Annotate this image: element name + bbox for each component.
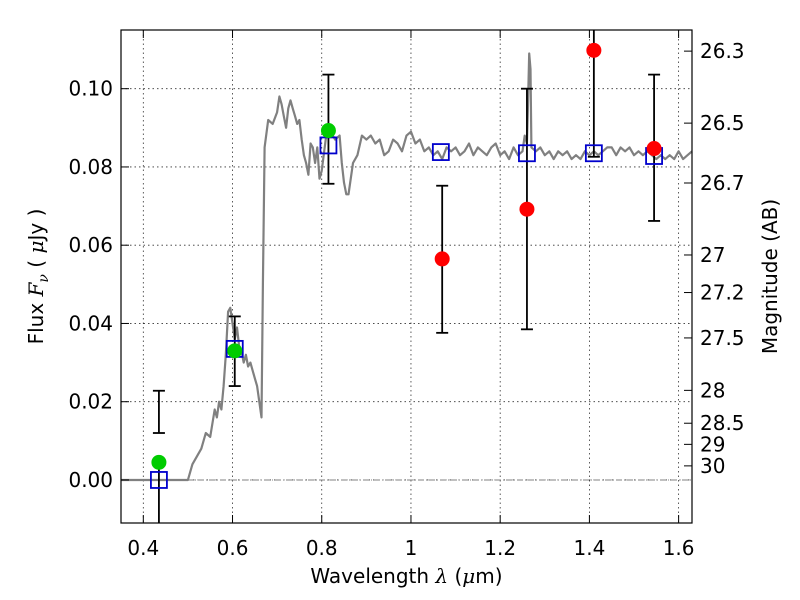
observation-point (227, 343, 243, 359)
model-box (584, 144, 603, 163)
y-tick-label: 0.04 (68, 311, 113, 335)
model-box (150, 471, 168, 489)
y-axis-label-part: Flux (24, 296, 48, 344)
x-axis-label-part: λ (434, 564, 448, 588)
y-axis-label-part: ν (36, 274, 52, 283)
y-axis-label-part: ( (24, 254, 48, 275)
x-tick-label: 1.6 (663, 536, 695, 560)
mag-tick-label: 26.3 (700, 39, 745, 63)
mag-tick-label: 26.5 (700, 111, 745, 135)
y-tick-label: 0.10 (68, 77, 113, 101)
x-axis-label-part: m) (475, 564, 502, 588)
error-bars-group (152, 30, 661, 523)
x-tick-label: 1.2 (484, 536, 516, 560)
y-axis-label-part: Jy ) (24, 209, 48, 243)
mag-tick-label: 28.5 (700, 411, 745, 435)
y-axis-label-part: μ (24, 241, 48, 254)
observation-point (586, 42, 602, 58)
x-tick-label: 1 (405, 536, 418, 560)
mag-tick-label: 27.2 (700, 281, 745, 305)
axis-labels: Wavelength λ (μm)Flux Fν ( μJy ) Magnitud… (24, 199, 782, 588)
mag-tick-label: 26.7 (700, 171, 745, 195)
mag-tick-label: 27.5 (700, 326, 745, 350)
observation-point (434, 251, 450, 267)
plot-frame (120, 29, 693, 524)
y-axis-label: Flux Fν ( μJy ) (24, 209, 52, 345)
observation-point (151, 454, 167, 470)
mag-tick-label: 27 (700, 243, 725, 267)
template-spectrum-group (121, 52, 693, 482)
model-box (431, 143, 450, 161)
mag-tick-label: 29 (700, 432, 725, 456)
x-axis-label-part: Wavelength (310, 564, 435, 588)
y-tick-label: 0.00 (68, 468, 113, 492)
y-axis-label-part: F (24, 281, 48, 297)
model-box (518, 144, 536, 163)
y-tick-label: 0.08 (68, 155, 113, 179)
x-axis-label: Wavelength λ (μm) (310, 564, 502, 588)
grid (121, 30, 692, 523)
observation-points-group (151, 42, 662, 470)
y-tick-label: 0.02 (68, 390, 113, 414)
observation-point (519, 201, 535, 217)
template-spectrum-line (121, 52, 693, 482)
x-axis-label-part: ( (448, 564, 462, 588)
observation-point (646, 141, 662, 157)
x-tick-label: 0.8 (306, 536, 338, 560)
x-tick-label: 1.4 (573, 536, 605, 560)
x-axis-label-part: μ (462, 564, 475, 588)
mag-tick-label: 28 (700, 378, 725, 402)
x-tick-label: 0.6 (217, 536, 249, 560)
observation-point (320, 123, 336, 139)
y-tick-label: 0.06 (68, 233, 113, 257)
mag-tick-label: 30 (700, 454, 725, 478)
x-tick-label: 0.4 (127, 536, 159, 560)
axes: 0.4 0.6 0.8 1 1.2 1.4 1.6 0.00 0.02 0.04 0.06 0.08 0… (68, 29, 745, 560)
y2-axis-label: Magnitude (AB) (758, 199, 782, 354)
